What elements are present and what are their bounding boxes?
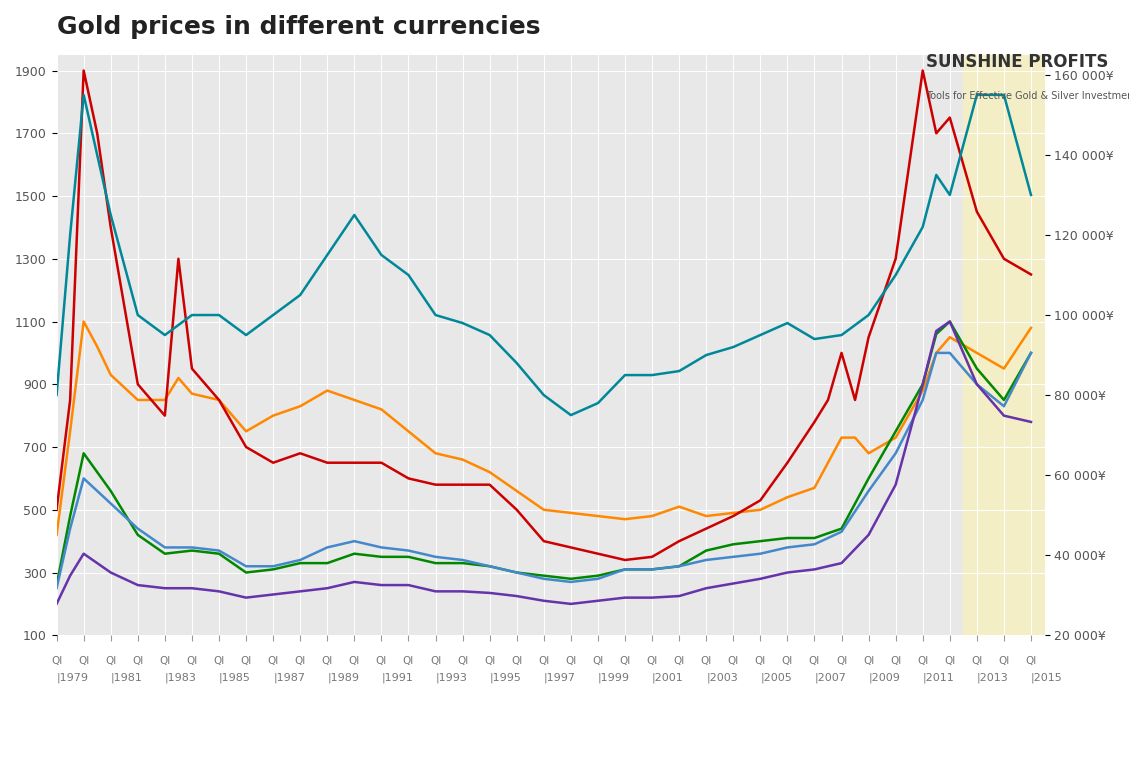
Text: QI: QI [944,656,955,666]
Text: QI: QI [349,656,360,666]
Text: QI: QI [1025,656,1036,666]
Text: QI: QI [105,656,116,666]
Text: |2009: |2009 [868,672,901,683]
Text: QI: QI [132,656,143,666]
Text: QI: QI [998,656,1009,666]
Text: SUNSHINE PROFITS: SUNSHINE PROFITS [926,53,1109,71]
Text: QI: QI [430,656,441,666]
Text: |1993: |1993 [436,672,467,683]
Bar [963,55,1058,635]
Text: |1989: |1989 [327,672,359,683]
Text: QI: QI [457,656,469,666]
Text: |1985: |1985 [219,672,251,683]
Text: |2007: |2007 [814,672,847,683]
Text: QI: QI [808,656,820,666]
Text: QI: QI [376,656,387,666]
Text: |2013: |2013 [977,672,1008,683]
Text: QI: QI [539,656,550,666]
Text: QI: QI [322,656,333,666]
Text: QI: QI [593,656,604,666]
Text: |1983: |1983 [165,672,196,683]
Text: QI: QI [240,656,252,666]
Text: |2001: |2001 [653,672,684,683]
Text: QI: QI [186,656,198,666]
Text: QI: QI [295,656,306,666]
Text: Tools for Effective Gold & Silver Investments: Tools for Effective Gold & Silver Invest… [926,91,1129,101]
Text: QI: QI [484,656,496,666]
Text: |1979: |1979 [56,672,88,683]
Text: QI: QI [835,656,847,666]
Text: |1981: |1981 [111,672,142,683]
Text: QI: QI [213,656,225,666]
Text: |1987: |1987 [273,672,305,683]
Text: QI: QI [727,656,738,666]
Text: QI: QI [268,656,279,666]
Text: |2005: |2005 [760,672,793,683]
Text: QI: QI [620,656,631,666]
Text: |2003: |2003 [707,672,738,683]
Text: QI: QI [674,656,685,666]
Text: |1999: |1999 [598,672,630,683]
Text: |1995: |1995 [490,672,522,683]
Text: QI: QI [511,656,523,666]
Text: QI: QI [78,656,89,666]
Text: QI: QI [701,656,711,666]
Text: Gold prices in different currencies: Gold prices in different currencies [56,15,540,39]
Text: QI: QI [566,656,577,666]
Text: QI: QI [917,656,928,666]
Text: QI: QI [971,656,982,666]
Text: QI: QI [863,656,874,666]
Text: QI: QI [754,656,765,666]
Text: QI: QI [51,656,62,666]
Text: QI: QI [781,656,793,666]
Text: |2015: |2015 [1031,672,1062,683]
Text: |2011: |2011 [922,672,954,683]
Text: QI: QI [647,656,658,666]
Text: |1991: |1991 [382,672,413,683]
Text: |1997: |1997 [544,672,576,683]
Text: QI: QI [159,656,170,666]
Text: QI: QI [403,656,414,666]
Text: QI: QI [890,656,901,666]
